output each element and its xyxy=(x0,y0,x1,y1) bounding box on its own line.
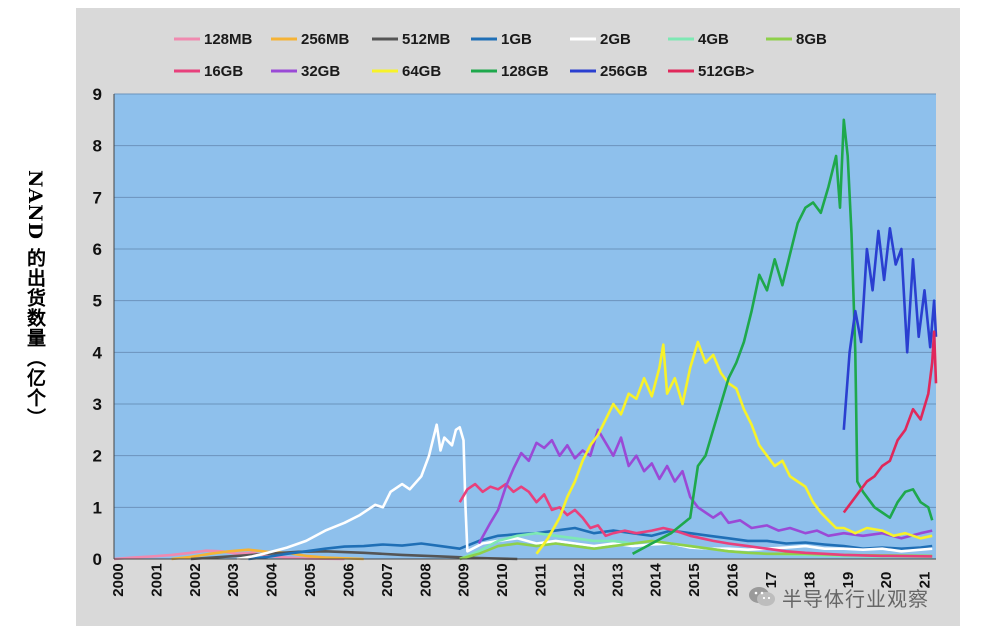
legend-item-256GB: 256GB xyxy=(570,63,648,80)
legend-label: 256MB xyxy=(301,31,350,48)
y-tick-label: 0 xyxy=(93,550,102,569)
legend-item-256MB: 256MB xyxy=(271,31,350,48)
x-tick-label: 17 xyxy=(763,572,780,589)
y-tick-label: 5 xyxy=(93,292,102,311)
legend-label: 32GB xyxy=(301,63,340,80)
y-tick-label: 7 xyxy=(93,188,102,207)
x-tick-label: 2008 xyxy=(417,563,434,596)
x-tick-label: 2016 xyxy=(725,563,742,596)
series-line-64GB xyxy=(535,340,933,555)
x-tick-label: 2002 xyxy=(187,563,204,596)
y-tick-label: 2 xyxy=(93,447,102,466)
legend-label: 2GB xyxy=(600,31,631,48)
legend-item-8GB: 8GB xyxy=(766,31,827,48)
watermark: 半导体行业观察 xyxy=(748,582,929,612)
x-tick-label: 2011 xyxy=(532,564,549,597)
x-tick-label: 2004 xyxy=(264,563,281,597)
wechat-icon xyxy=(749,587,775,606)
x-tick-label: 2014 xyxy=(648,563,665,597)
x-tick-label: 2006 xyxy=(340,563,357,596)
y-tick-label: 3 xyxy=(93,395,102,414)
legend-label: 512MB xyxy=(402,31,451,48)
series-line-256GB xyxy=(842,227,938,430)
y-axis: 0 1 2 3 4 5 6 7 8 9 xyxy=(93,85,103,569)
y-tick-label: 9 xyxy=(93,85,102,104)
legend: 128MB 256MB 512MB 1GB 2GB 4GB 8GB 16GB 32GB 64GB 1… xyxy=(174,31,827,80)
watermark-text: 半导体行业观察 xyxy=(782,586,929,611)
x-tick-label: 2001 xyxy=(148,563,165,596)
legend-item-16GB: 16GB xyxy=(174,63,243,80)
x-tick-label: 21 xyxy=(917,572,934,589)
legend-item-1GB: 1GB xyxy=(471,31,532,48)
x-tick-label: 20 xyxy=(878,572,895,589)
x-tick-label: 2013 xyxy=(609,563,626,596)
series-line-2GB xyxy=(236,423,933,561)
legend-item-32GB: 32GB xyxy=(271,63,340,80)
x-tick-label: 2009 xyxy=(456,563,473,596)
x-tick-label: 2007 xyxy=(379,563,396,596)
legend-label: 256GB xyxy=(600,63,648,80)
legend-item-128GB: 128GB xyxy=(471,63,549,80)
legend-label: 128GB xyxy=(501,63,549,80)
x-axis: 2000 2001 2002 2003 2004 2005 2006 2007 2008 2009… xyxy=(110,563,934,597)
legend-item-128MB: 128MB xyxy=(174,31,253,48)
x-tick-label: 2010 xyxy=(494,563,511,596)
legend-item-512GB: 512GB> xyxy=(668,63,755,80)
series-lines xyxy=(113,118,938,561)
y-tick-label: 1 xyxy=(93,498,102,517)
legend-label: 16GB xyxy=(204,63,243,80)
x-tick-label: 2000 xyxy=(110,563,127,596)
legend-label: 1GB xyxy=(501,31,532,48)
legend-label: 8GB xyxy=(796,31,827,48)
series-line-32GB xyxy=(477,428,933,545)
y-tick-label: 6 xyxy=(93,240,102,259)
legend-item-2GB: 2GB xyxy=(570,31,631,48)
x-tick-label: 18 xyxy=(801,572,818,589)
series-line-8GB xyxy=(459,539,933,561)
series-line-256MB xyxy=(171,548,364,561)
y-axis-title: NAND 的出货数量（亿个） xyxy=(24,170,46,428)
series-line-512MB xyxy=(190,550,518,561)
series-line-128GB xyxy=(631,118,934,555)
legend-label: 128MB xyxy=(204,31,253,48)
legend-label: 4GB xyxy=(698,31,729,48)
x-tick-label: 2005 xyxy=(302,563,319,596)
legend-item-64GB: 64GB xyxy=(372,63,441,80)
x-tick-label: 2015 xyxy=(686,563,703,596)
x-tick-label: 19 xyxy=(840,572,857,589)
legend-item-512MB: 512MB xyxy=(372,31,451,48)
legend-item-4GB: 4GB xyxy=(668,31,729,48)
y-tick-label: 4 xyxy=(93,343,103,362)
series-line-1GB xyxy=(248,526,933,561)
y-tick-label: 8 xyxy=(93,137,102,156)
x-tick-label: 2012 xyxy=(571,563,588,596)
legend-label: 512GB> xyxy=(698,63,755,80)
x-tick-label: 2003 xyxy=(225,563,242,596)
series-line-512GB xyxy=(842,330,938,514)
legend-label: 64GB xyxy=(402,63,441,80)
